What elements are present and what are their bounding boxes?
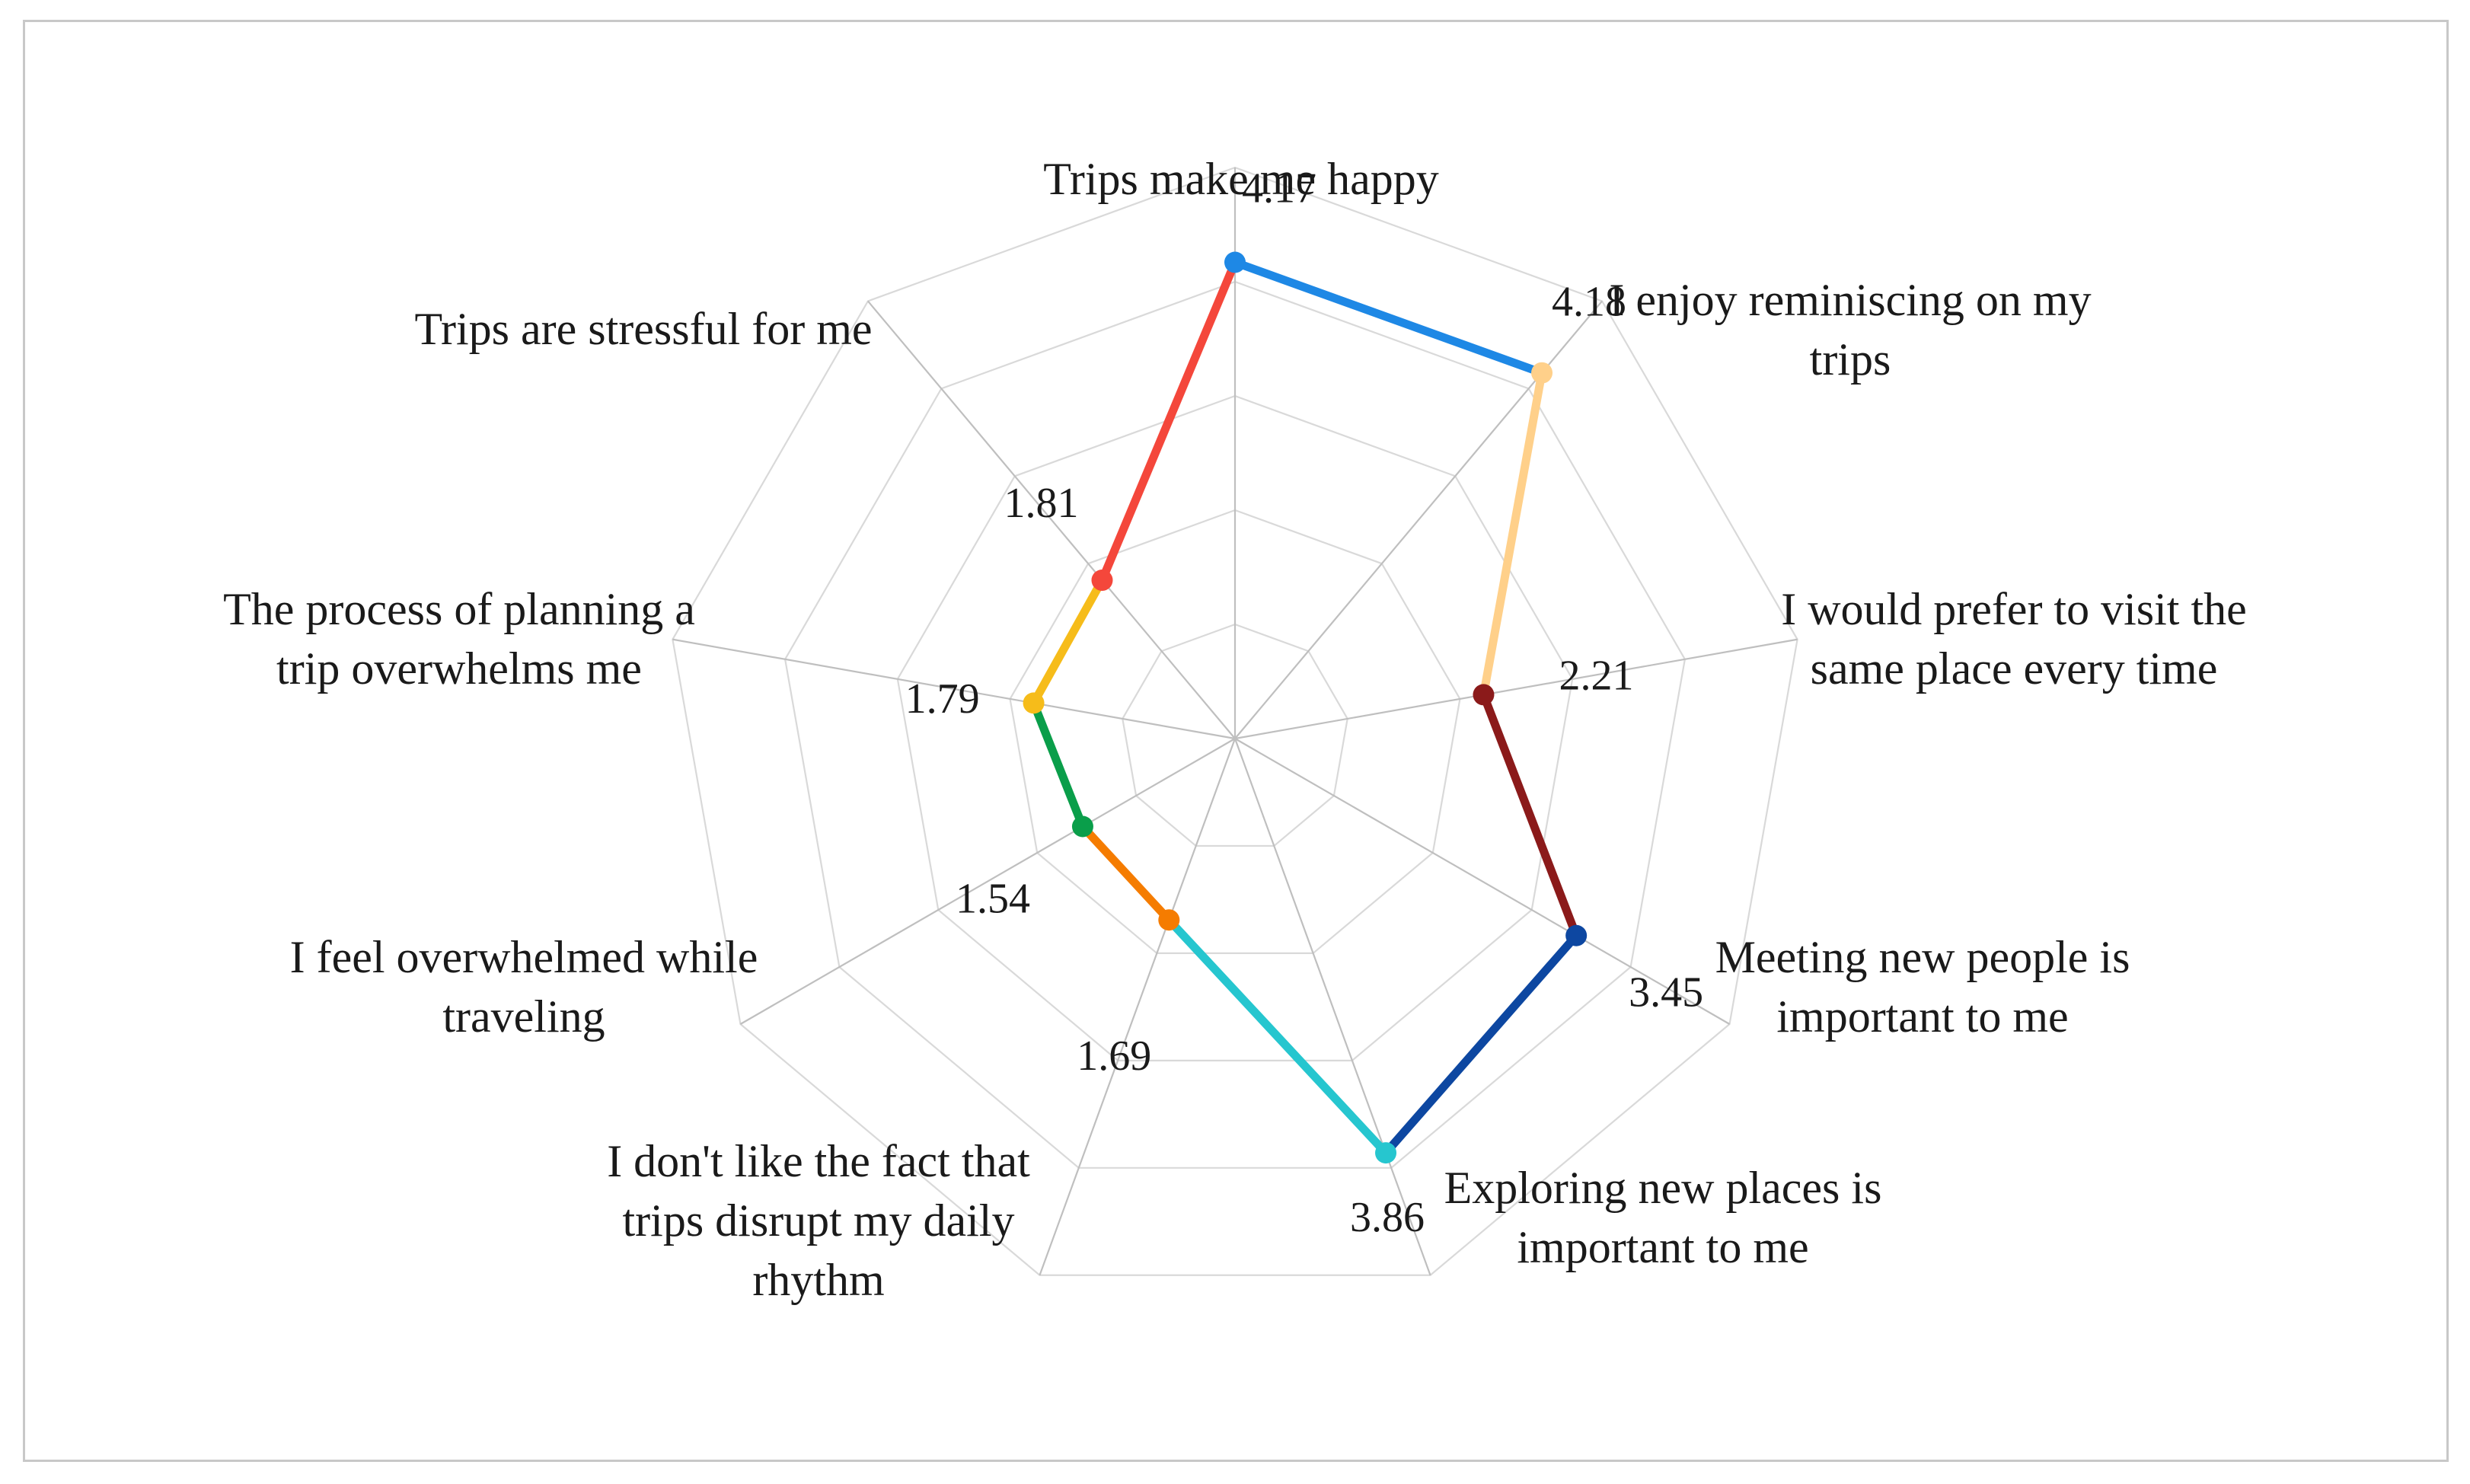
category-label: I enjoy reminiscing on my trips — [1609, 275, 2091, 385]
spoke-line — [867, 300, 1236, 739]
grid-ring — [1122, 623, 1348, 847]
spoke-line — [1234, 638, 1798, 740]
data-point — [1091, 570, 1113, 592]
data-point — [1158, 909, 1180, 931]
value-label: 4.18 — [1552, 279, 1626, 326]
category-label: Meeting new people is important to me — [1715, 932, 2130, 1042]
category-label: I would prefer to visit the same place ev… — [1781, 584, 2247, 694]
data-point — [1531, 362, 1553, 384]
spoke-line — [739, 738, 1236, 1025]
series-segment — [1078, 822, 1173, 924]
data-point — [1071, 815, 1093, 838]
radar-points — [1023, 251, 1588, 1164]
category-label: I feel overwhelmed while traveling — [290, 932, 758, 1042]
value-label: 1.54 — [956, 875, 1030, 922]
radar-grid — [672, 166, 1798, 1276]
value-label: 1.69 — [1077, 1032, 1151, 1080]
grid-ring — [783, 280, 1687, 1169]
grid-ring — [1009, 509, 1461, 955]
spoke-line — [1234, 738, 1731, 1025]
radar-series — [1029, 258, 1581, 1157]
category-label: The process of planning a trip overwhelms… — [223, 584, 695, 694]
value-label: 3.86 — [1350, 1194, 1425, 1241]
spoke-line — [1233, 738, 1431, 1276]
series-segment — [1479, 369, 1546, 699]
series-segment — [1029, 576, 1106, 707]
value-label: 4.17 — [1242, 164, 1316, 212]
category-label: Trips are stressful for me — [414, 304, 872, 354]
category-label: I don't like the fact that trips disrupt … — [607, 1136, 1030, 1305]
data-point — [1224, 251, 1246, 273]
spoke-line — [1039, 738, 1237, 1276]
value-label: 1.81 — [1004, 480, 1078, 527]
series-segment — [1097, 258, 1240, 585]
category-labels: Trips make me happy I enjoy reminiscing o… — [223, 154, 2247, 1305]
category-label: Trips make me happy — [1043, 154, 1438, 204]
grid-ring — [672, 166, 1798, 1276]
series-segment — [1164, 915, 1390, 1157]
series-segment — [1479, 690, 1581, 940]
data-point — [1565, 924, 1588, 946]
data-point — [1473, 684, 1495, 706]
data-point — [1023, 692, 1045, 714]
spoke-line — [672, 638, 1236, 740]
category-label: Exploring new places is important to me — [1444, 1163, 1882, 1272]
grid-ring — [896, 394, 1574, 1061]
series-segment — [1230, 258, 1546, 378]
data-point — [1375, 1142, 1397, 1164]
series-segment — [1381, 931, 1581, 1157]
series-segment — [1029, 698, 1087, 831]
value-label: 2.21 — [1559, 652, 1633, 699]
value-labels: 4.17 4.18 2.21 3.45 3.86 1.69 1.54 1.79 1.81 — [905, 164, 1704, 1241]
value-label: 1.79 — [905, 675, 980, 723]
value-label: 3.45 — [1629, 969, 1703, 1016]
